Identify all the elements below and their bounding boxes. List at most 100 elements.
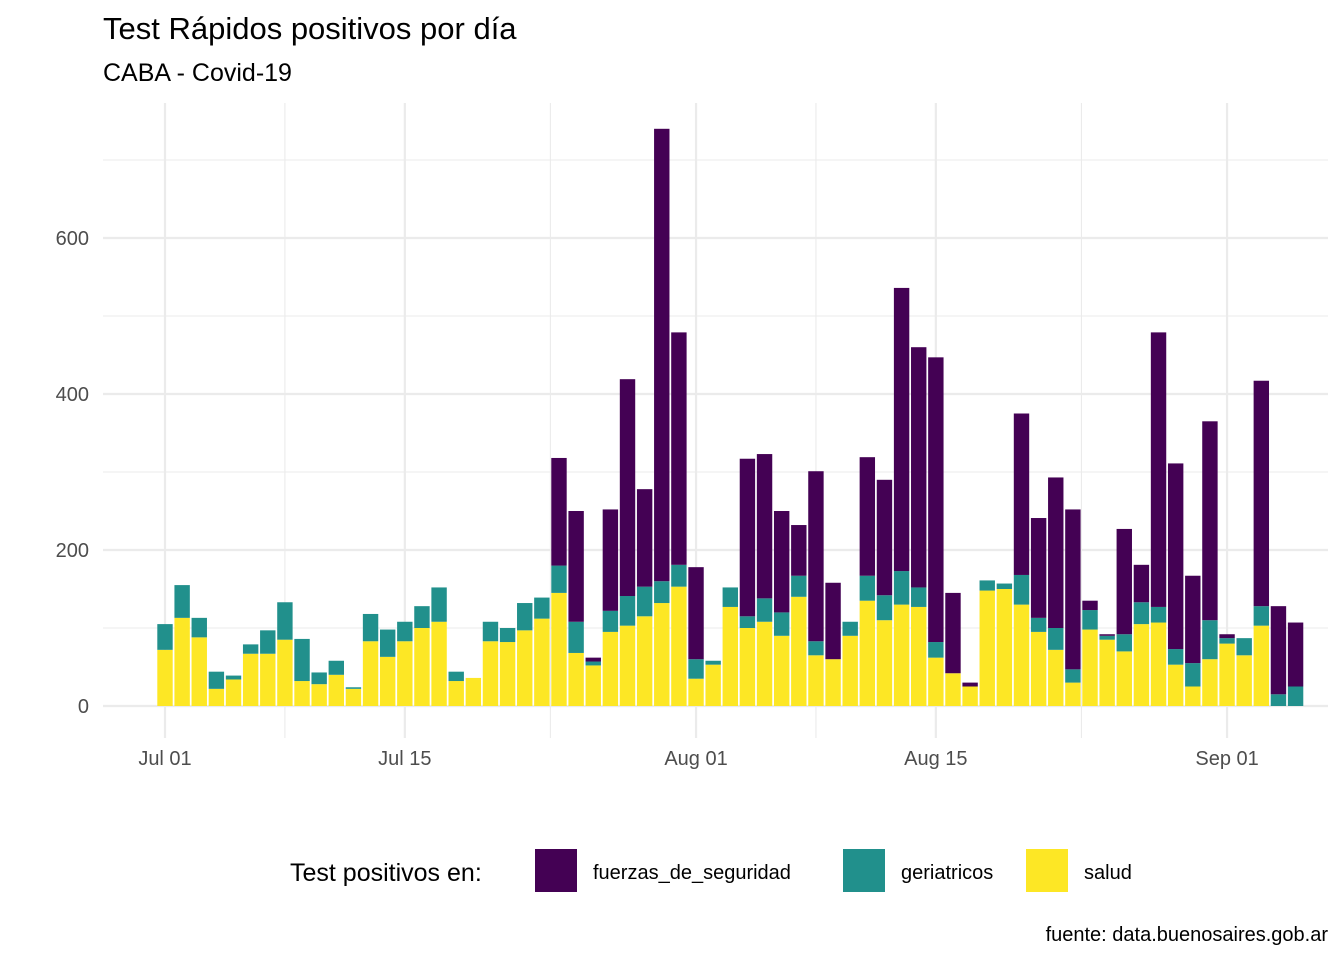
bar-salud (1202, 659, 1218, 706)
bar-salud (1082, 629, 1098, 706)
bar-geriatricos (585, 661, 601, 666)
x-axis: Jul 01 Jul 15 Aug 01 Aug 15 Sep 01 (138, 748, 1258, 770)
bar-fuerzas_de_seguridad (1287, 622, 1304, 687)
bar-geriatricos (1013, 574, 1030, 605)
bar-salud (191, 637, 207, 706)
bar-salud (174, 617, 190, 706)
bar-salud (208, 688, 225, 706)
bar-geriatricos (1116, 634, 1132, 652)
bar-fuerzas_de_seguridad (619, 379, 636, 597)
bar-geriatricos (157, 624, 173, 650)
bar-geriatricos (1253, 606, 1270, 626)
bar-fuerzas_de_seguridad (568, 511, 584, 622)
bar-fuerzas_de_seguridad (739, 458, 756, 617)
bar-geriatricos (688, 659, 704, 679)
bar-geriatricos (1048, 628, 1064, 650)
legend-label-salud: salud (1084, 862, 1132, 884)
bar-geriatricos (242, 644, 259, 654)
bar-salud (1236, 655, 1252, 706)
legend-label-fuerzas_de_seguridad: fuerzas_de_seguridad (593, 862, 791, 884)
bar-salud (911, 606, 927, 706)
bar-fuerzas_de_seguridad (1150, 332, 1167, 607)
bar-fuerzas_de_seguridad (585, 657, 601, 662)
bar-geriatricos (1236, 638, 1252, 656)
bar-fuerzas_de_seguridad (1065, 509, 1081, 670)
bar-fuerzas_de_seguridad (928, 357, 944, 643)
bar-geriatricos (397, 621, 413, 642)
bar-fuerzas_de_seguridad (808, 471, 824, 642)
bar-salud (465, 677, 482, 706)
bar-salud (499, 642, 516, 706)
bar-salud (260, 653, 276, 706)
bar-geriatricos (1167, 649, 1184, 665)
bar-salud (1185, 686, 1201, 706)
bar-geriatricos (791, 575, 807, 597)
legend-key-geriatricos (843, 849, 885, 892)
bar-salud (311, 684, 327, 706)
bar-salud (928, 657, 944, 706)
bar-geriatricos (705, 660, 721, 665)
bar-fuerzas_de_seguridad (876, 479, 893, 596)
bar-geriatricos (756, 598, 773, 622)
bar-geriatricos (1185, 663, 1201, 687)
bar-fuerzas_de_seguridad (654, 128, 670, 582)
chart-caption: fuente: data.buenosaires.gob.ar (1046, 924, 1329, 946)
bar-salud (979, 590, 995, 706)
bar-geriatricos (1202, 620, 1218, 660)
y-tick-label: 200 (56, 540, 89, 562)
bar-fuerzas_de_seguridad (1048, 477, 1064, 628)
bar-geriatricos (928, 642, 944, 658)
bar-fuerzas_de_seguridad (1013, 413, 1030, 575)
bar-fuerzas_de_seguridad (945, 592, 961, 674)
bar-salud (551, 592, 567, 706)
bar-salud (739, 628, 756, 706)
bar-salud (1219, 643, 1235, 706)
bar-fuerzas_de_seguridad (1219, 634, 1235, 639)
bar-salud (414, 628, 430, 706)
x-tick-label: Jul 15 (378, 748, 431, 770)
bar-fuerzas_de_seguridad (1270, 606, 1287, 695)
bar-salud (756, 621, 773, 706)
bar-geriatricos (773, 612, 790, 636)
bar-salud (431, 621, 447, 706)
bar-fuerzas_de_seguridad (1082, 600, 1098, 611)
chart-subtitle: CABA - Covid-19 (103, 59, 292, 87)
y-tick-label: 600 (56, 228, 89, 250)
bar-fuerzas_de_seguridad (1099, 634, 1115, 636)
bar-salud (962, 686, 978, 706)
bar-geriatricos (722, 587, 738, 607)
bar-salud (654, 603, 670, 706)
bar-fuerzas_de_seguridad (1167, 463, 1184, 650)
bar-geriatricos (1133, 602, 1150, 625)
bar-salud (722, 606, 738, 706)
legend-title: Test positivos en: (290, 859, 482, 887)
bar-fuerzas_de_seguridad (688, 567, 704, 660)
bar-fuerzas_de_seguridad (773, 511, 790, 613)
bar-salud (328, 674, 344, 706)
bar-fuerzas_de_seguridad (671, 332, 687, 565)
legend-label-geriatricos: geriatricos (901, 862, 993, 884)
bar-salud (705, 664, 721, 706)
bar-geriatricos (859, 575, 876, 601)
bar-salud (636, 616, 653, 706)
bar-salud (517, 630, 533, 706)
bar-geriatricos (534, 597, 550, 619)
bar-geriatricos (294, 638, 310, 682)
bar-geriatricos (208, 671, 225, 689)
bar-geriatricos (191, 617, 207, 638)
bar-salud (157, 649, 173, 706)
bar-salud (345, 688, 362, 706)
bar-geriatricos (174, 585, 190, 618)
bar-salud (619, 625, 636, 706)
bar-geriatricos (996, 583, 1013, 589)
bar-geriatricos (1065, 669, 1081, 683)
x-tick-label: Sep 01 (1195, 748, 1258, 770)
bar-salud (448, 681, 464, 706)
bar-salud (379, 656, 396, 706)
bar-geriatricos (893, 571, 910, 605)
bar-fuerzas_de_seguridad (1202, 421, 1218, 621)
bar-salud (893, 604, 910, 706)
bar-geriatricos (842, 621, 858, 636)
bar-geriatricos (277, 602, 293, 640)
bar-geriatricos (260, 630, 276, 654)
